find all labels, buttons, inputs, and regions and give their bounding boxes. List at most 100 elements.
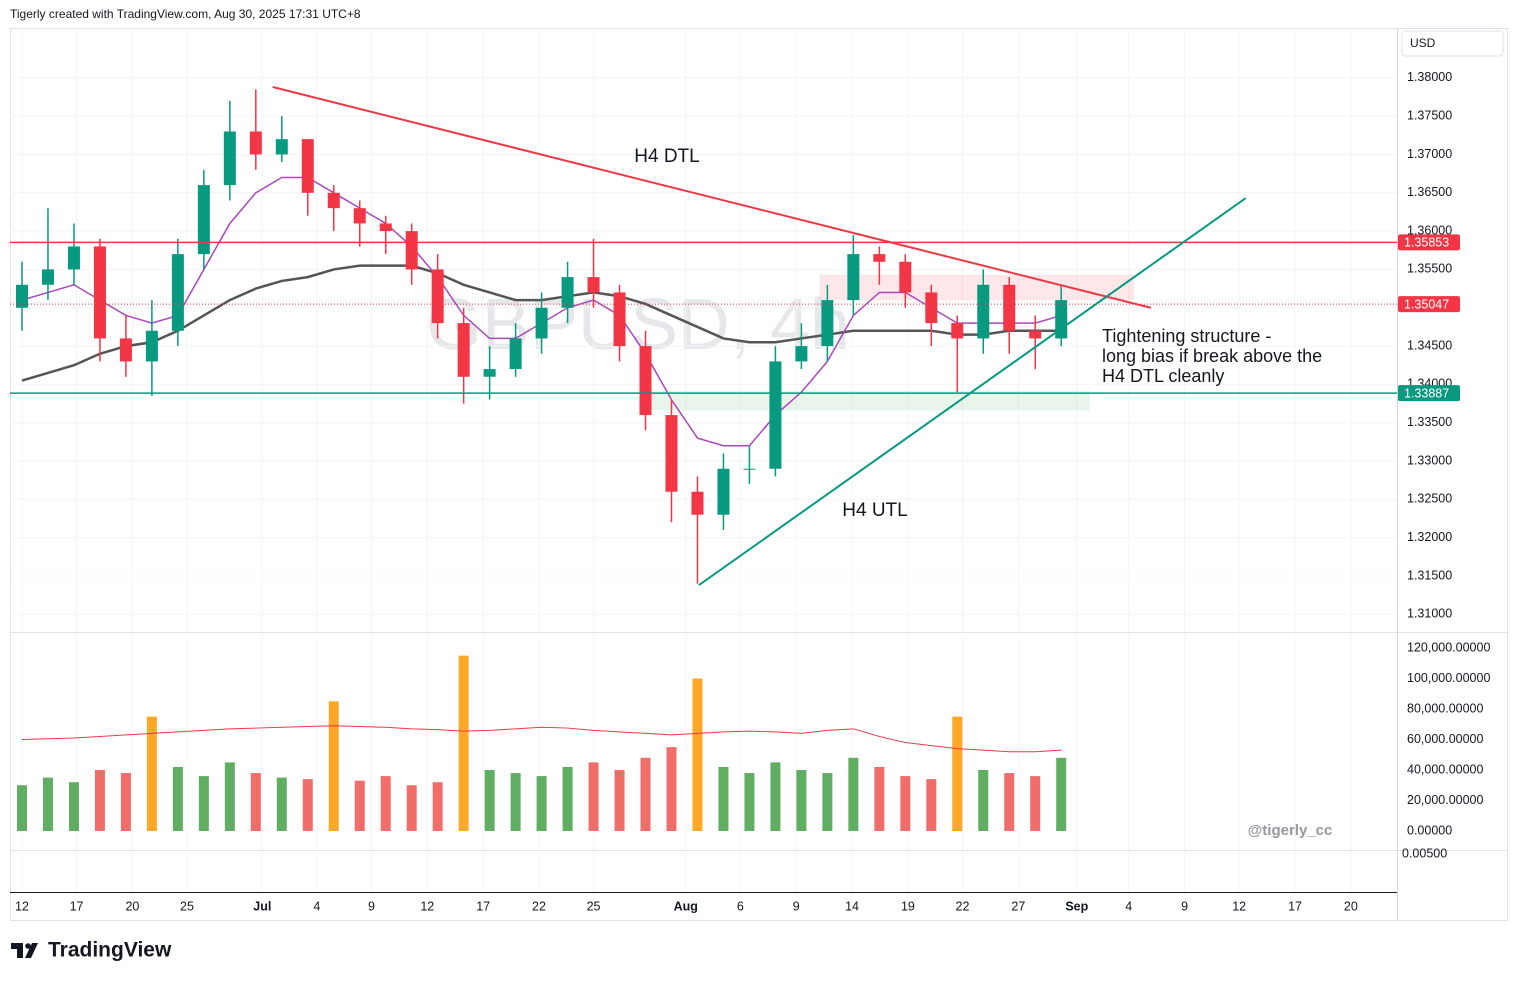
annotation: Tightening structure - — [1102, 326, 1271, 346]
candle-body — [691, 491, 704, 515]
volume-bar — [770, 762, 781, 832]
author: @tigerly_cc — [1248, 822, 1333, 839]
y-tick-label: 1.37000 — [1407, 147, 1452, 161]
volume-bar — [510, 773, 521, 831]
volume-ma — [21, 725, 1062, 753]
x-tick-label: 4 — [1125, 899, 1132, 913]
candle-body — [795, 346, 808, 362]
volume-bar — [900, 776, 911, 831]
volume-bar — [1056, 757, 1067, 831]
volume-bar — [666, 747, 677, 831]
candle-body — [171, 254, 184, 331]
candle-body — [561, 277, 574, 308]
y-tick-label: 1.38000 — [1407, 70, 1452, 84]
x-tick-label: Sep — [1065, 899, 1088, 913]
candle-body — [119, 338, 132, 362]
volume-bar — [796, 770, 807, 832]
candle-body — [483, 369, 496, 377]
candle-body — [301, 139, 314, 193]
y-tick-label: 1.31500 — [1407, 568, 1452, 582]
volume-bar — [432, 782, 443, 832]
candle-body — [847, 254, 860, 301]
volume-bar — [250, 773, 261, 831]
volume-bar — [822, 773, 833, 831]
y-tick-label: 1.36500 — [1407, 185, 1452, 199]
candle-body — [587, 277, 600, 293]
x-tick-label: 22 — [532, 899, 546, 913]
currency: USD — [1410, 36, 1436, 50]
trendline-label: H4 DTL — [634, 146, 699, 167]
x-tick-label: 27 — [1011, 899, 1025, 913]
header: Tigerly created with TradingView.com, Au… — [10, 7, 361, 21]
candle-body — [15, 284, 28, 308]
x-tick-label: 4 — [313, 899, 320, 913]
volume-bar — [146, 716, 157, 831]
price-tag — [1398, 296, 1460, 313]
y-tick-label: 1.33500 — [1407, 415, 1452, 429]
frame — [10, 28, 1508, 921]
candle-body — [223, 131, 236, 186]
candle-body — [639, 346, 652, 416]
candle-body — [951, 323, 964, 339]
candle-body — [1029, 330, 1042, 339]
x-tick-label: Jul — [253, 899, 271, 913]
y-tick-label: 1.33000 — [1407, 453, 1452, 467]
candle-body — [509, 338, 522, 370]
zone — [819, 274, 1134, 301]
branding: TradingView — [48, 939, 172, 962]
volume-bar — [718, 766, 729, 831]
x-tick-label: 25 — [180, 899, 194, 913]
x-tick-label: 9 — [368, 899, 375, 913]
volume-tick-label: 60,000.00000 — [1407, 732, 1484, 746]
volume-bar — [16, 785, 27, 831]
price-tag-label: 1.33887 — [1404, 386, 1449, 400]
volume-bar — [562, 766, 573, 831]
candle-body — [769, 361, 782, 469]
x-tick-label: 9 — [793, 899, 800, 913]
candle-body — [249, 131, 262, 155]
volume-bar — [380, 776, 391, 831]
candle-body — [275, 139, 288, 155]
candle-body — [1055, 300, 1068, 339]
x-tick-label: 20 — [1344, 899, 1358, 913]
x-tick-label: 22 — [956, 899, 970, 913]
price-tag-label: 1.35047 — [1404, 297, 1449, 311]
x-tick-label: 17 — [70, 899, 84, 913]
volume-bar — [198, 776, 209, 831]
x-tick-label: 12 — [15, 899, 29, 913]
y-tick-label: 1.37500 — [1407, 108, 1452, 122]
zone — [649, 390, 1090, 411]
candle-body — [405, 231, 418, 270]
annotation: H4 DTL cleanly — [1102, 366, 1224, 386]
x-tick-label: 17 — [1288, 899, 1302, 913]
price-tag — [1398, 385, 1460, 402]
volume-bar — [276, 777, 287, 831]
logo — [11, 943, 38, 958]
volume-bar — [614, 770, 625, 832]
volume-tick-label: 0.00000 — [1407, 823, 1452, 837]
candle-body — [431, 269, 444, 324]
volume-bar — [588, 762, 599, 832]
volume-tick-label: 100,000.00000 — [1407, 671, 1490, 685]
candle-body — [925, 292, 938, 324]
watermark: GBPUSD, 4h — [426, 285, 850, 365]
x-tick-label: 6 — [737, 899, 744, 913]
x-tick-label: 20 — [125, 899, 139, 913]
trendline — [698, 197, 1247, 587]
candle-body — [613, 292, 626, 347]
trendline-label: H4 UTL — [842, 500, 907, 521]
price-pane — [10, 77, 1397, 615]
price-tag-label: 1.35853 — [1404, 236, 1449, 250]
x-tick-label: 12 — [420, 899, 434, 913]
pane3-label: 0.00500 — [1402, 846, 1447, 860]
candle-body — [535, 307, 548, 339]
candle-body — [821, 300, 834, 347]
y-tick-label: 1.32500 — [1407, 492, 1452, 506]
volume-tick-label: 20,000.00000 — [1407, 793, 1484, 807]
y-tick-label: 1.35500 — [1407, 262, 1452, 276]
candle-body — [197, 185, 210, 255]
x-tick-label: 12 — [1232, 899, 1246, 913]
volume-bar — [120, 773, 131, 831]
volume-bar — [224, 762, 235, 832]
candle-body — [457, 323, 470, 377]
